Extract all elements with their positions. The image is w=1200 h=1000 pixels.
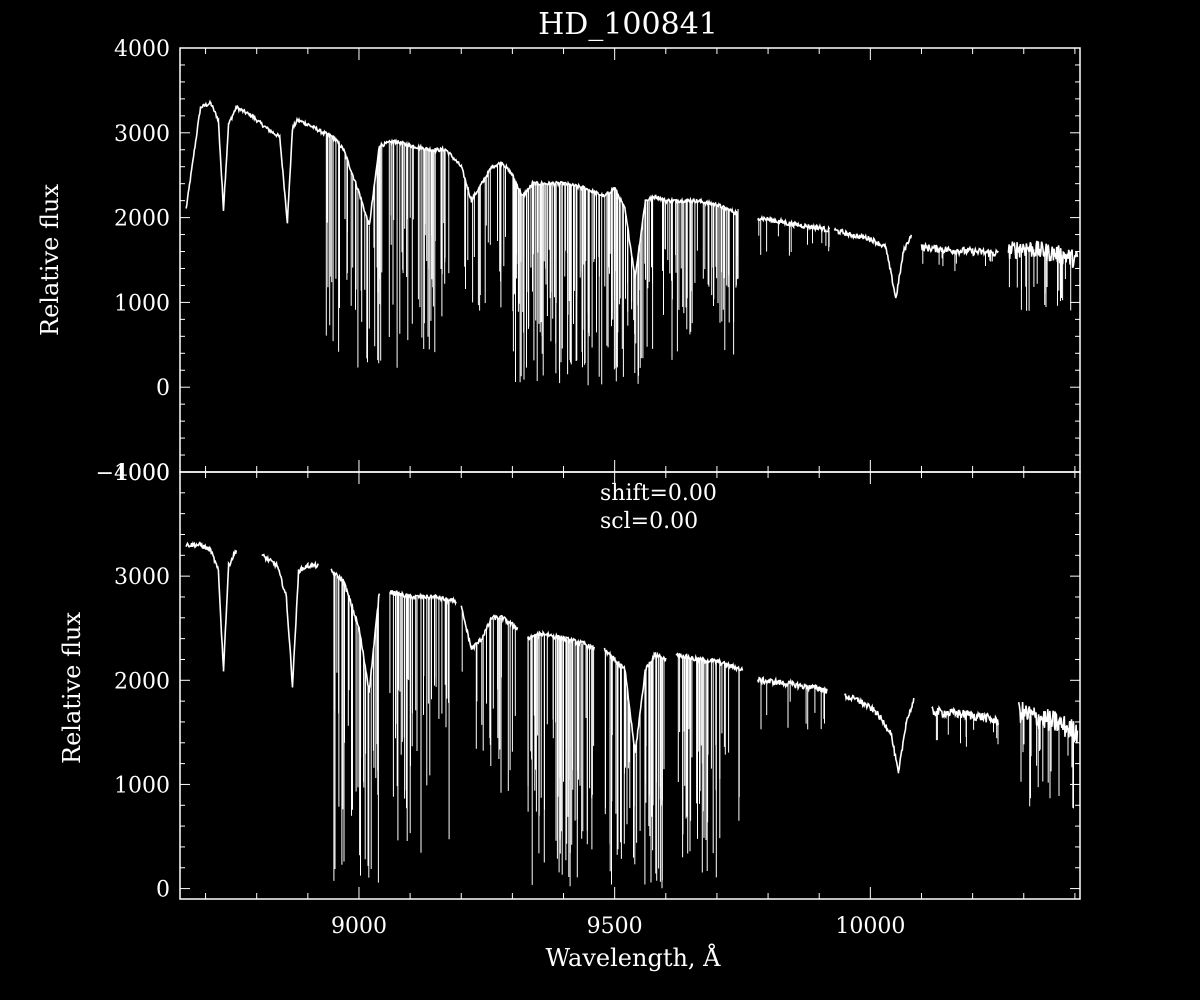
spectrum-continuum bbox=[833, 227, 913, 299]
x-tick-label: 9500 bbox=[587, 914, 643, 939]
spectrum-continuum bbox=[185, 540, 238, 672]
top-y-axis-label: Relative flux bbox=[36, 184, 64, 336]
spectrum-continuum bbox=[844, 693, 915, 774]
spectrum-continuum bbox=[920, 241, 999, 258]
y-tick-label: 1000 bbox=[114, 291, 170, 316]
top-spectrum bbox=[185, 99, 1079, 386]
bottom-spectrum bbox=[185, 540, 1079, 889]
y-tick-label: 3000 bbox=[114, 122, 170, 147]
x-tick-label: 9000 bbox=[331, 914, 387, 939]
bottom-ticks: 0 1000 2000 3000 4000 9000 9500 10000 bbox=[114, 461, 1080, 939]
x-tick-label: 10000 bbox=[835, 914, 905, 939]
x-axis-label: Wavelength, Å bbox=[545, 943, 721, 972]
y-tick-label: 3000 bbox=[114, 565, 170, 590]
spectrum-continuum bbox=[931, 705, 999, 726]
spectrum-continuum bbox=[1007, 240, 1079, 268]
scale-annotation: scl=0.00 bbox=[600, 509, 698, 534]
spectrum-continuum bbox=[757, 214, 831, 234]
y-tick-label: −1000 bbox=[96, 461, 170, 486]
y-tick-label: 2000 bbox=[114, 669, 170, 694]
spectrum-continuum bbox=[757, 675, 828, 695]
y-tick-label: 4000 bbox=[114, 461, 170, 486]
y-tick-label: 1000 bbox=[114, 773, 170, 798]
spectrum-continuum bbox=[1017, 701, 1079, 744]
spectrum-continuum bbox=[261, 553, 319, 688]
bottom-panel: 0 1000 2000 3000 4000 9000 9500 10000 Relative … bbox=[58, 461, 1081, 972]
y-tick-label: 2000 bbox=[114, 207, 170, 232]
bottom-plot-frame bbox=[179, 471, 1081, 900]
y-tick-label: 4000 bbox=[114, 37, 170, 62]
bottom-y-axis-label: Relative flux bbox=[58, 612, 86, 764]
figure-title: HD_100841 bbox=[538, 7, 718, 42]
spectrum-continuum bbox=[389, 590, 457, 606]
y-tick-label: 0 bbox=[156, 376, 170, 401]
top-ticks: −1000 0 1000 2000 3000 4000 bbox=[96, 37, 1080, 486]
shift-annotation: shift=0.00 bbox=[600, 481, 717, 506]
top-panel: −1000 0 1000 2000 3000 4000 Relative flux bbox=[36, 37, 1081, 486]
y-tick-label: 0 bbox=[156, 878, 170, 903]
